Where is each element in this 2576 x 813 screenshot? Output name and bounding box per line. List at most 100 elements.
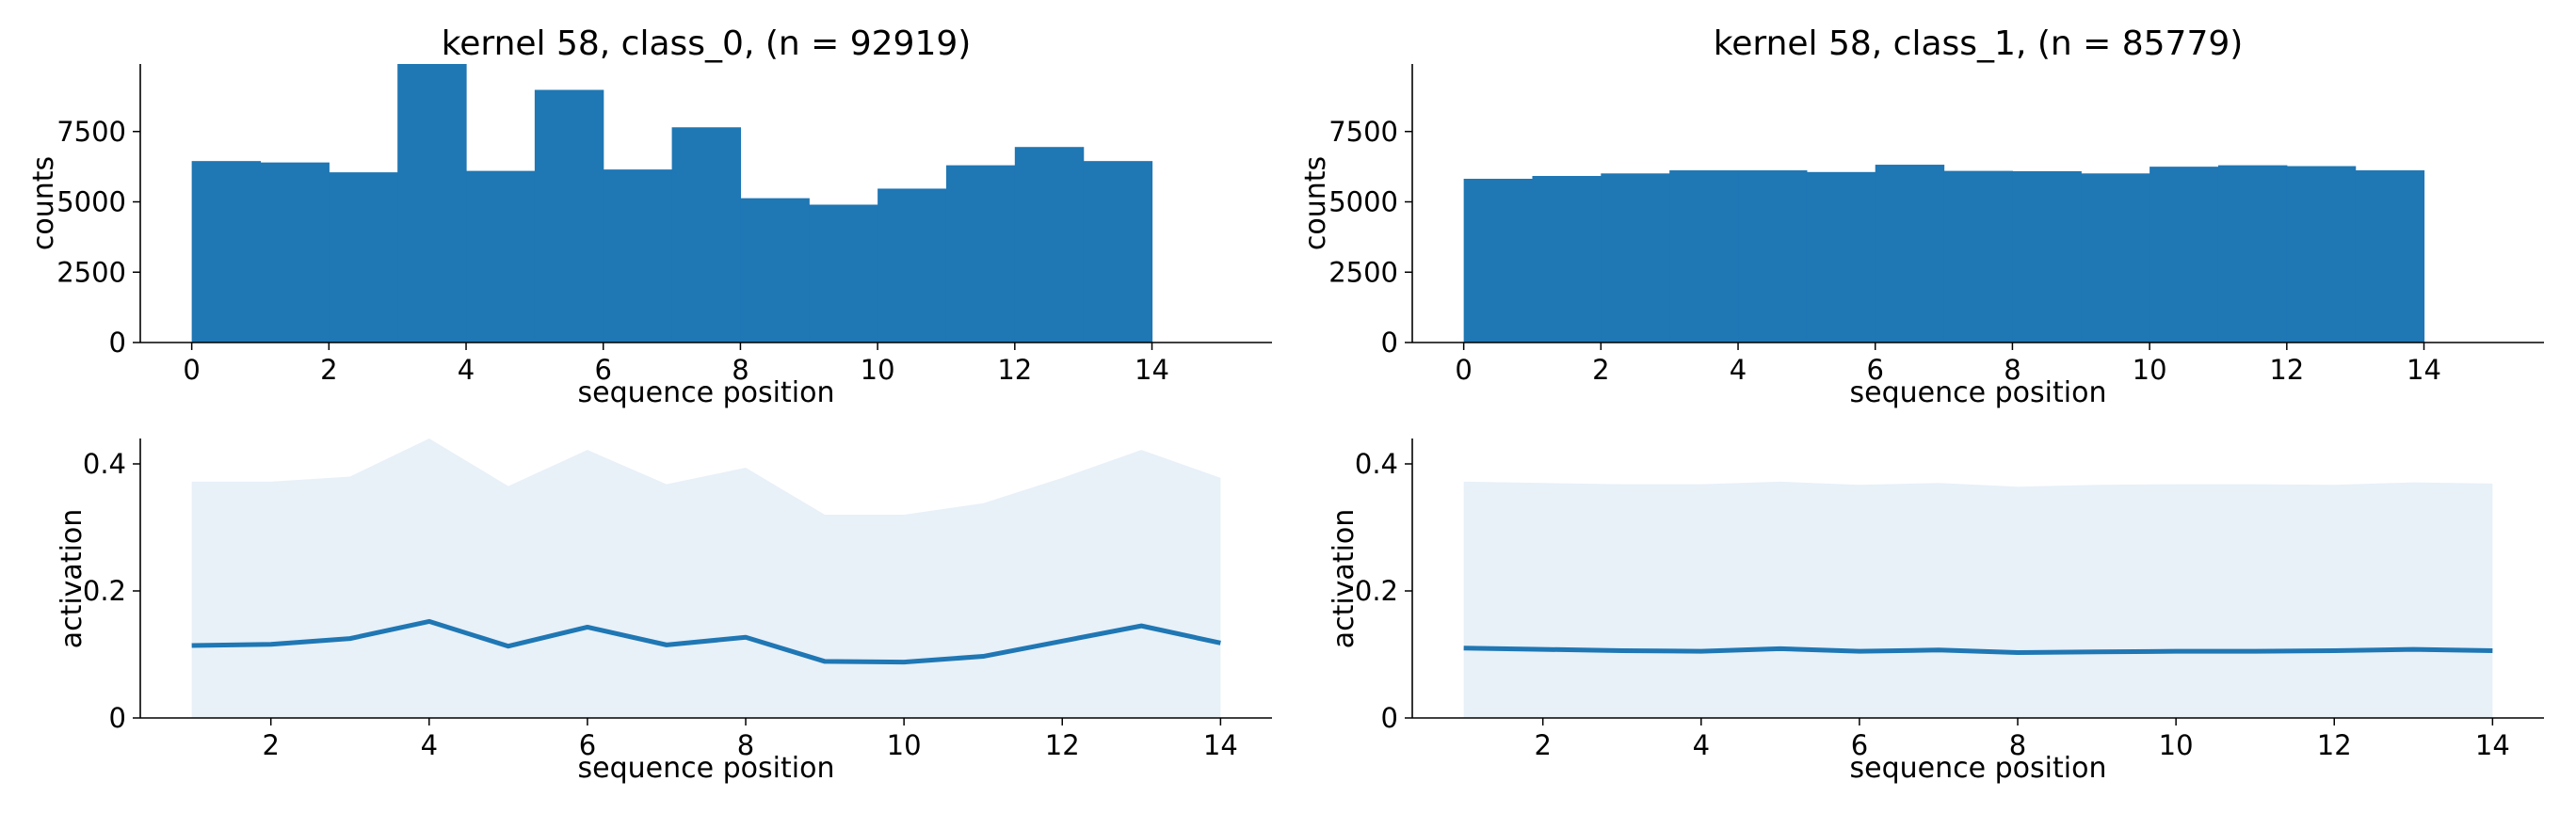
x-tick-label: 10 (861, 354, 895, 386)
x-tick-label: 14 (1203, 729, 1238, 761)
y-tick-label: 7500 (1328, 116, 1398, 148)
y-axis-label: counts (1299, 156, 1332, 250)
x-axis-label: sequence position (1850, 376, 2107, 409)
y-tick-label: 0.2 (83, 575, 126, 607)
x-tick-label: 12 (997, 354, 1032, 386)
chart-title: kernel 58, class_0, (n = 92919) (442, 24, 972, 63)
y-axis-label: counts (27, 156, 60, 250)
x-tick-label: 8 (732, 354, 749, 386)
x-tick-label: 2 (1592, 354, 1609, 386)
y-tick-label: 5000 (56, 186, 126, 218)
x-tick-label: 6 (1851, 729, 1868, 761)
y-tick-label: 0.2 (1355, 575, 1398, 607)
x-tick-label: 10 (887, 729, 922, 761)
x-axis-ticks: 0 2 4 6 8 10 12 14 (1455, 343, 2441, 386)
histogram-bar (2149, 167, 2219, 343)
histogram-bar (1601, 173, 1670, 343)
x-tick-label: 4 (458, 354, 475, 386)
x-tick-label: 14 (2475, 729, 2510, 761)
histogram-bar (877, 188, 947, 343)
mean-activation-line (191, 618, 1221, 665)
y-tick-label: 5000 (1328, 186, 1398, 218)
x-tick-label: 8 (2004, 354, 2021, 386)
x-tick-label: 8 (2009, 729, 2026, 761)
histogram-class-0-panel: kernel 58, class_0, (n = 92919) 0 2 4 6 8 10 1… (27, 24, 1272, 409)
histogram-bar (1806, 171, 1876, 343)
x-axis-label: sequence position (1850, 752, 2107, 785)
y-tick-label: 2500 (1328, 256, 1398, 288)
activation-line (191, 618, 1221, 665)
histogram-bar (2355, 170, 2425, 343)
histogram-bars (191, 64, 1153, 343)
activation-class-1-panel: 2 4 6 8 10 12 14 0 0.2 0.4 sequence position act… (1328, 438, 2544, 785)
histogram-bar (1463, 178, 1534, 343)
x-tick-label: 4 (421, 729, 438, 761)
x-tick-label: 0 (183, 354, 200, 386)
x-tick-label: 2 (1534, 729, 1551, 761)
x-axis-ticks: 0 2 4 6 8 10 12 14 (183, 343, 1169, 386)
activation-line (1463, 646, 2493, 655)
y-axis-ticks: 0 2500 5000 7500 (1328, 116, 1412, 359)
x-axis-ticks: 2 4 6 8 10 12 14 (1534, 718, 2510, 761)
histogram-bar (1014, 147, 1085, 343)
x-tick-label: 12 (2269, 354, 2304, 386)
x-tick-label: 10 (2159, 729, 2194, 761)
histogram-bar (1083, 161, 1153, 343)
histogram-bar (191, 161, 262, 343)
y-tick-label: 0.4 (83, 448, 126, 480)
x-tick-label: 14 (1135, 354, 1169, 386)
x-tick-label: 4 (1693, 729, 1710, 761)
y-tick-label: 2500 (56, 256, 126, 288)
histogram-bar (2286, 166, 2357, 343)
y-axis-ticks: 0 2500 5000 7500 (56, 116, 140, 359)
y-axis-label: activation (56, 509, 89, 649)
histogram-bar (740, 198, 810, 343)
activation-range-band (1463, 481, 2493, 718)
histogram-bar (1875, 165, 1945, 343)
x-axis-label: sequence position (578, 376, 835, 409)
histogram-bar (945, 165, 1016, 343)
x-tick-label: 8 (737, 729, 754, 761)
x-tick-label: 14 (2407, 354, 2441, 386)
histogram-bar (2217, 165, 2288, 343)
x-tick-label: 6 (579, 729, 596, 761)
histogram-bar (466, 170, 536, 343)
activation-range-band (191, 438, 1221, 718)
histogram-bar (1943, 170, 2014, 343)
histogram-bar (603, 169, 673, 343)
y-axis-ticks: 0 0.2 0.4 (83, 448, 140, 734)
x-axis-label: sequence position (578, 752, 835, 785)
histogram-bar (397, 64, 467, 343)
y-tick-label: 0.4 (1355, 448, 1398, 480)
x-tick-label: 4 (1730, 354, 1747, 386)
x-tick-label: 12 (2317, 729, 2352, 761)
mean-activation-line (1463, 646, 2493, 655)
x-tick-label: 0 (1455, 354, 1472, 386)
y-tick-label: 0 (109, 327, 126, 359)
histogram-bars (1463, 165, 2425, 343)
histogram-bar (809, 204, 878, 343)
chart-title: kernel 58, class_1, (n = 85779) (1714, 24, 2244, 63)
y-axis-label: activation (1328, 509, 1360, 649)
activation-class-0-panel: 2 4 6 8 10 12 14 0 0.2 0.4 sequence position act… (56, 438, 1272, 785)
histogram-bar (2012, 170, 2082, 343)
y-tick-label: 0 (1381, 702, 1398, 734)
x-tick-label: 2 (262, 729, 279, 761)
x-tick-label: 6 (1867, 354, 1884, 386)
histogram-bar (2081, 173, 2150, 343)
histogram-bar (329, 172, 398, 343)
x-axis-ticks: 2 4 6 8 10 12 14 (262, 718, 1238, 761)
activation-band (1463, 481, 2493, 718)
x-tick-label: 12 (1045, 729, 1080, 761)
y-axis-ticks: 0 0.2 0.4 (1355, 448, 1412, 734)
histogram-bar (260, 162, 330, 343)
y-tick-label: 0 (1381, 327, 1398, 359)
histogram-bar (671, 127, 742, 343)
histogram-bar (534, 89, 604, 343)
x-tick-label: 6 (595, 354, 612, 386)
histogram-bar (1669, 170, 1739, 343)
y-tick-label: 0 (109, 702, 126, 734)
y-tick-label: 7500 (56, 116, 126, 148)
histogram-bar (1738, 170, 1808, 343)
